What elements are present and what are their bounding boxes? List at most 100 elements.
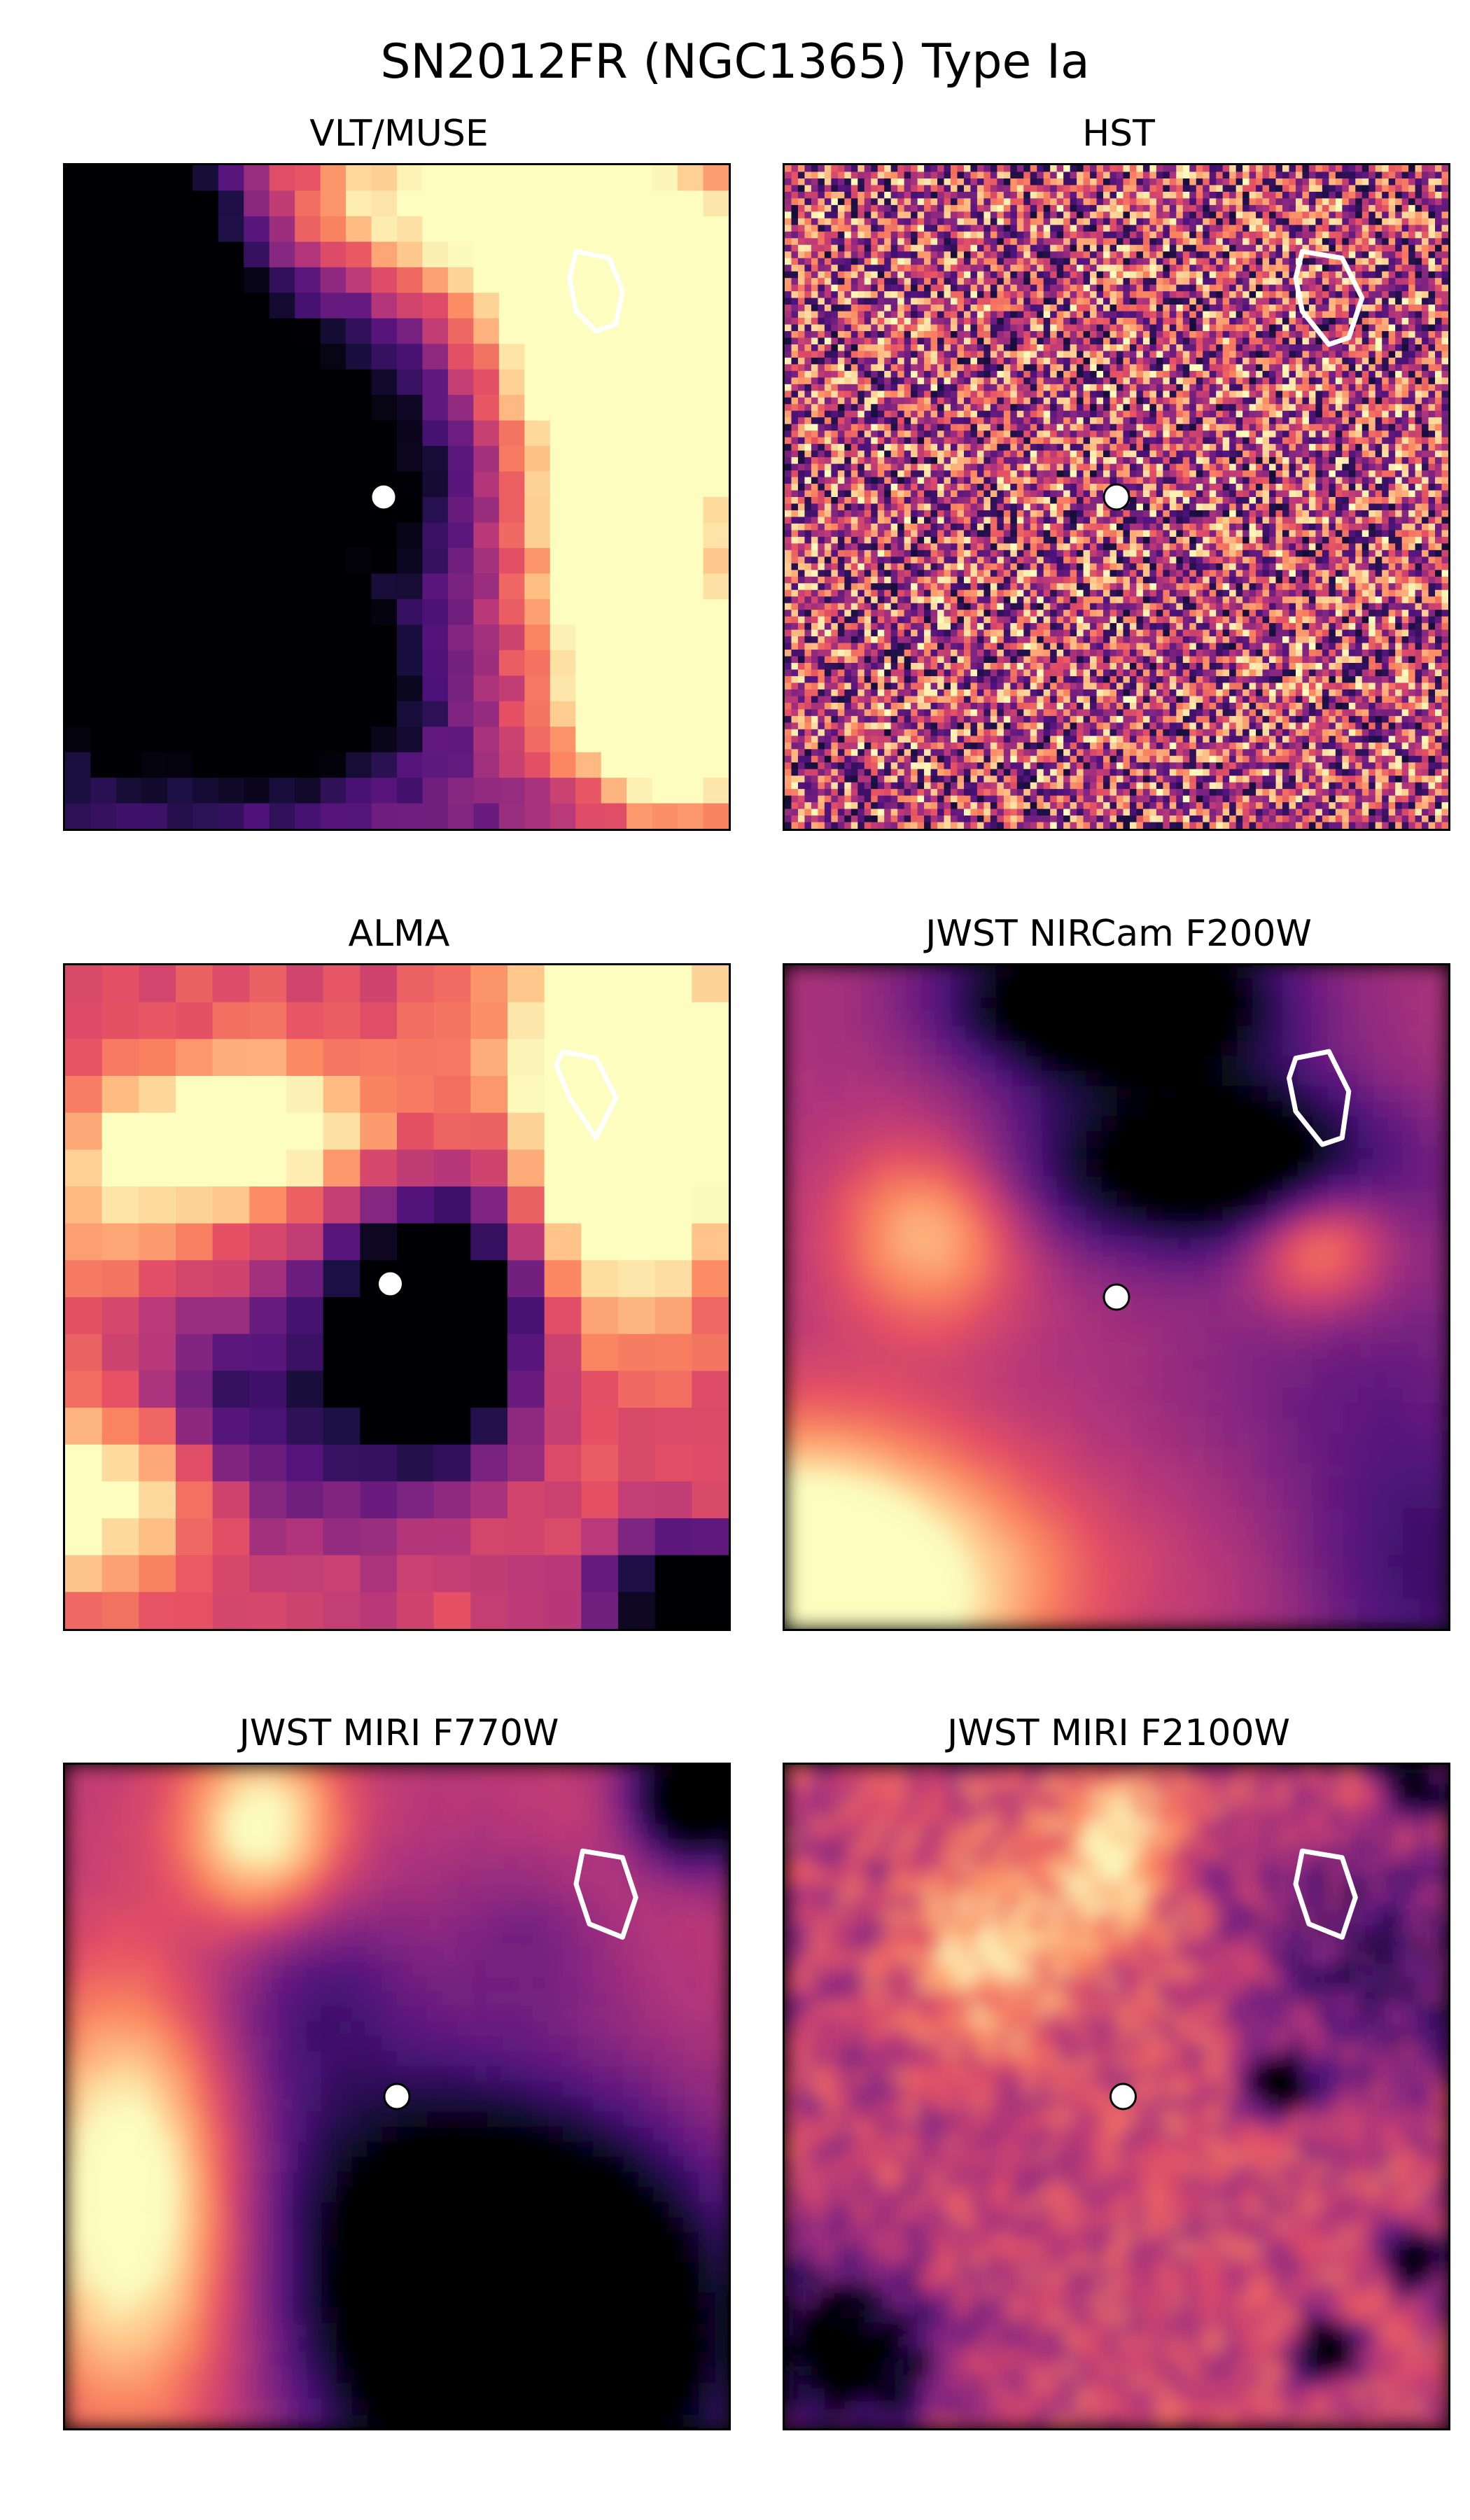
heatmap-cell	[1222, 430, 1230, 438]
heatmap-cell	[1408, 238, 1416, 246]
heatmap-cell	[1242, 225, 1250, 232]
heatmap-cell	[1096, 351, 1104, 358]
heatmap-cell	[844, 284, 852, 292]
heatmap-cell	[1037, 284, 1044, 292]
heatmap-cell	[890, 231, 898, 239]
heatmap-cell	[1428, 370, 1436, 378]
heatmap-cell	[524, 471, 551, 498]
heatmap-cell	[797, 344, 806, 352]
heatmap-cell	[818, 364, 825, 372]
heatmap-cell	[1229, 417, 1237, 425]
heatmap-cell	[1435, 218, 1443, 225]
heatmap-cell	[1176, 370, 1184, 378]
heatmap-cell	[1056, 244, 1064, 252]
heatmap-cell	[1050, 377, 1058, 385]
heatmap-cell	[1023, 165, 1031, 173]
heatmap-cell	[1382, 384, 1390, 391]
heatmap-cell	[320, 676, 346, 702]
heatmap-cell	[884, 191, 892, 199]
heatmap-cell	[1382, 218, 1390, 225]
heatmap-cell	[1023, 324, 1031, 332]
heatmap-cell	[970, 304, 978, 312]
heatmap-cell	[1043, 318, 1051, 326]
heatmap-cell	[1282, 424, 1290, 431]
heatmap-cell	[1116, 225, 1124, 232]
heatmap-cell	[797, 304, 806, 312]
heatmap-cell	[1335, 377, 1343, 385]
heatmap-cell	[1388, 211, 1396, 219]
heatmap-cell	[1422, 198, 1429, 206]
heatmap-cell	[1123, 417, 1130, 425]
heatmap-cell	[1428, 391, 1436, 398]
heatmap-cell	[703, 497, 729, 524]
heatmap-cell	[976, 344, 984, 352]
heatmap-cell	[897, 444, 905, 451]
heatmap-cell	[1315, 244, 1323, 252]
heatmap-cell	[1269, 331, 1277, 339]
heatmap-cell	[678, 701, 704, 727]
heatmap-cell	[944, 417, 951, 425]
heatmap-cell	[1196, 172, 1203, 179]
heatmap-cell	[1050, 165, 1058, 173]
heatmap-cell	[575, 701, 602, 727]
heatmap-cell	[1315, 218, 1323, 225]
heatmap-cell	[1123, 318, 1130, 326]
heatmap-cell	[1329, 417, 1336, 425]
heatmap-cell	[811, 417, 818, 425]
heatmap-cell	[976, 357, 984, 365]
heatmap-cell	[997, 218, 1004, 225]
heatmap-cell	[1003, 318, 1011, 326]
heatmap-cell	[1023, 311, 1031, 318]
heatmap-cell	[550, 752, 576, 778]
heatmap-cell	[791, 437, 799, 444]
heatmap-cell	[1070, 231, 1077, 239]
heatmap-cell	[837, 417, 845, 425]
heatmap-cell	[1077, 291, 1084, 299]
heatmap-cell	[877, 244, 885, 252]
heatmap-cell	[115, 267, 142, 293]
heatmap-cell	[970, 311, 978, 318]
heatmap-cell	[1428, 437, 1436, 444]
heatmap-cell	[1368, 298, 1376, 305]
heatmap-cell	[1189, 178, 1197, 186]
heatmap-cell	[320, 522, 346, 549]
heatmap-cell	[917, 238, 925, 246]
heatmap-cell	[1216, 370, 1224, 378]
heatmap-cell	[1415, 258, 1422, 265]
heatmap-cell	[320, 701, 346, 727]
heatmap-cell	[1163, 424, 1170, 431]
heatmap-cell	[1355, 178, 1363, 186]
heatmap-cell	[1016, 211, 1024, 219]
heatmap-cell	[1415, 165, 1422, 173]
heatmap-cell	[1441, 404, 1448, 412]
heatmap-cell	[831, 364, 839, 372]
heatmap-cell	[1269, 311, 1277, 318]
heatmap-cell	[1408, 417, 1416, 425]
heatmap-cell	[575, 446, 602, 472]
heatmap-cell	[1395, 444, 1403, 451]
heatmap-cell	[1322, 344, 1329, 352]
heatmap-cell	[90, 598, 117, 625]
heatmap-cell	[785, 404, 792, 412]
heatmap-cell	[951, 231, 958, 239]
heatmap-cell	[824, 191, 832, 199]
heatmap-cell	[1302, 410, 1310, 418]
heatmap-cell	[1182, 231, 1190, 239]
heatmap-cell	[1003, 331, 1011, 339]
heatmap-cell	[837, 298, 845, 305]
heatmap-cell	[1408, 271, 1416, 279]
heatmap-cell	[837, 304, 845, 312]
heatmap-cell	[858, 370, 865, 378]
heatmap-cell	[1302, 298, 1310, 305]
heatmap-cell	[797, 424, 806, 431]
heatmap-cell	[1056, 165, 1064, 173]
heatmap-cell	[1242, 191, 1250, 199]
heatmap-cell	[1169, 357, 1177, 365]
heatmap-cell	[652, 369, 678, 396]
heatmap-cell	[1103, 291, 1111, 299]
heatmap-cell	[346, 803, 372, 829]
heatmap-cell	[944, 304, 951, 312]
heatmap-cell	[1016, 298, 1024, 305]
heatmap-cell	[141, 497, 168, 524]
heatmap-cell	[1342, 344, 1350, 352]
